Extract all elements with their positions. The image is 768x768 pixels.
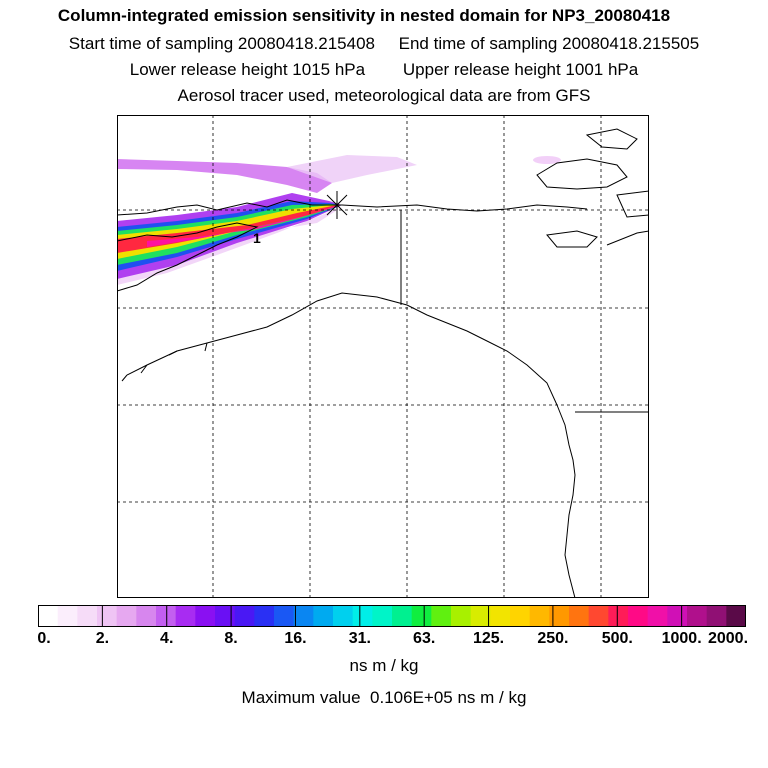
colorbar-tick-label: 4. (160, 630, 174, 647)
start-time-label: Start time of sampling 20080418.215408 (68, 34, 376, 53)
alaska-north-coast (117, 199, 588, 216)
colorbar-swatch (333, 605, 354, 627)
alaska-west-coast (117, 222, 259, 292)
coastlines (117, 128, 649, 598)
colorbar-tick-label: 16. (284, 630, 307, 647)
plot-title: Column-integrated emission sensitivity i… (57, 6, 671, 25)
colorbar-swatch (274, 605, 295, 627)
bc-coast (556, 404, 576, 598)
colorbar-swatch (77, 605, 98, 627)
colorbar-swatch (57, 605, 78, 627)
release-point-marker (326, 191, 348, 219)
colorbar-swatch (529, 605, 550, 627)
colorbar-swatch (38, 605, 59, 627)
colorbar-swatch (470, 605, 491, 627)
colorbar-swatch (195, 605, 216, 627)
plume-faint-top (287, 155, 417, 183)
colorbar-swatch (451, 605, 472, 627)
lower-height-label: Lower release height 1015 hPa (129, 60, 366, 79)
colorbar-swatch (706, 605, 727, 627)
colorbar-swatch (392, 605, 413, 627)
colorbar-swatch (628, 605, 649, 627)
aleutian-chain (121, 342, 208, 382)
colorbar-swatch (372, 605, 393, 627)
colorbar-tick-label: 1000. (661, 630, 702, 647)
colorbar-tick-label: 63. (413, 630, 436, 647)
colorbar-swatch (647, 605, 668, 627)
plume-outer-magenta (117, 159, 332, 193)
colorbar-tick-label: 250. (537, 630, 569, 647)
graticule (117, 115, 649, 598)
end-time-label: End time of sampling 20080418.215505 (398, 34, 700, 53)
colorbar-swatch (234, 605, 255, 627)
colorbar-swatch (136, 605, 157, 627)
colorbar-swatch (608, 605, 629, 627)
tracer-info: Aerosol tracer used, meteorological data… (177, 86, 591, 105)
colorbar-swatch (175, 605, 196, 627)
colorbar-swatch (352, 605, 373, 627)
arctic-islands (536, 128, 649, 248)
colorbar-swatch (254, 605, 275, 627)
colorbar-swatch (569, 605, 590, 627)
colorbar-tick-label: 500. (601, 630, 633, 647)
colorbar-swatch (667, 605, 688, 627)
colorbar-tick-label: 2000. (707, 630, 749, 647)
colorbar (38, 605, 746, 627)
max-value-label: Maximum value 0.106E+05 ns m / kg (241, 688, 527, 707)
colorbar-tick-label: 0. (37, 630, 51, 647)
colorbar-swatch (411, 605, 432, 627)
colorbar-swatch (431, 605, 452, 627)
colorbar-dividers (101, 605, 683, 627)
emission-plume (117, 155, 561, 285)
plume-core-magenta (147, 205, 342, 247)
map-panel: 1 (117, 115, 649, 598)
colorbar-frame (38, 605, 746, 627)
colorbar-swatch (97, 605, 118, 627)
colorbar-swatch (588, 605, 609, 627)
colorbar-swatch (116, 605, 137, 627)
colorbar-swatch (687, 605, 708, 627)
colorbar-swatch (215, 605, 236, 627)
colorbar-tick-label: 2. (95, 630, 110, 647)
colorbar-swatch (549, 605, 570, 627)
colorbar-swatch (156, 605, 177, 627)
colorbar-swatch (510, 605, 531, 627)
colorbar-units: ns m / kg (349, 656, 419, 675)
colorbar-swatches (38, 605, 746, 627)
plume-contour-label: 1 (253, 230, 261, 246)
colorbar-swatch (293, 605, 314, 627)
release-heights: Lower release height 1015 hPa Upper rele… (0, 60, 768, 80)
plume-faint-spot (533, 156, 561, 164)
upper-height-label: Upper release height 1001 hPa (402, 60, 639, 79)
colorbar-tick-label: 8. (224, 630, 238, 647)
colorbar-swatch (726, 605, 746, 627)
colorbar-tick-label: 31. (348, 630, 371, 647)
colorbar-swatch (313, 605, 334, 627)
colorbar-tick-labels: 0. 2. 4. 8. 16. 31. 63. 125. 250. 500. 1000. 2000. (0, 630, 768, 652)
map-frame (117, 115, 649, 598)
sampling-times: Start time of sampling 20080418.215408 E… (0, 34, 768, 54)
hudson-coast (606, 230, 649, 246)
colorbar-tick-label: 125. (472, 630, 505, 647)
colorbar-swatch (490, 605, 511, 627)
